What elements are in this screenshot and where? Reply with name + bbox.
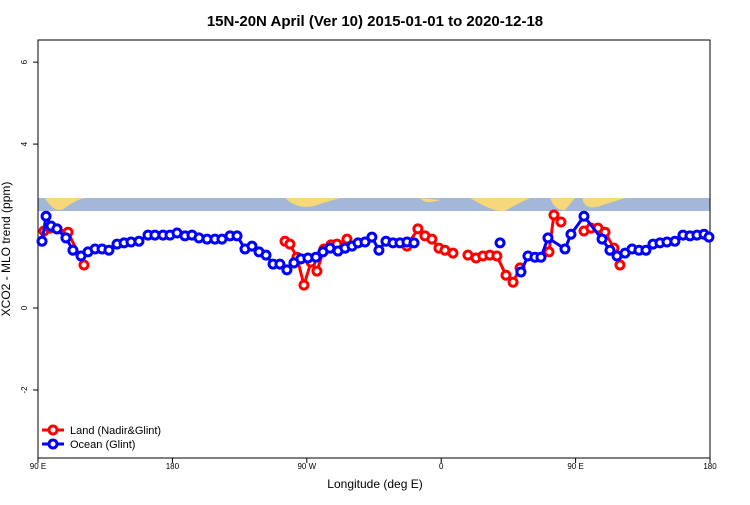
point <box>703 231 715 243</box>
chart-title: 15N-20N April (Ver 10) 2015-01-01 to 202… <box>207 13 543 30</box>
point <box>311 265 323 277</box>
map-land <box>45 198 625 211</box>
point <box>133 235 145 247</box>
point <box>366 231 378 243</box>
point <box>412 223 424 235</box>
y-tick-label: 4 <box>20 141 29 146</box>
point <box>578 210 590 222</box>
point <box>310 251 322 263</box>
x-tick-label: 180 <box>703 462 717 471</box>
point <box>565 228 577 240</box>
x-tick-label: 90 E <box>567 462 583 471</box>
point <box>669 235 681 247</box>
x-tick-label: 90 W <box>297 462 316 471</box>
point <box>281 264 293 276</box>
legend-label: Ocean (Glint) <box>70 439 135 451</box>
point <box>36 235 48 247</box>
point <box>260 249 272 261</box>
point <box>40 210 52 222</box>
point <box>447 247 459 259</box>
x-axis-label: Longitude (deg E) <box>327 477 422 491</box>
x-tick-label: 180 <box>166 462 180 471</box>
point <box>246 240 258 252</box>
point <box>596 233 608 245</box>
y-tick-label: 0 <box>20 305 29 310</box>
point <box>60 232 72 244</box>
point <box>500 269 512 281</box>
legend-label: Land (Nadir&Glint) <box>70 425 161 437</box>
legend-marker <box>47 424 59 436</box>
point <box>408 237 420 249</box>
point <box>284 238 296 250</box>
point <box>604 244 616 256</box>
point <box>274 258 286 270</box>
point <box>359 236 371 248</box>
x-tick-label: 90 E <box>30 462 46 471</box>
point <box>231 230 243 242</box>
point <box>373 244 385 256</box>
point <box>555 216 567 228</box>
point <box>78 259 90 271</box>
point <box>559 243 571 255</box>
plot-frame <box>37 39 711 459</box>
point <box>535 251 547 263</box>
point <box>548 209 560 221</box>
point <box>67 244 79 256</box>
point <box>426 233 438 245</box>
point <box>542 232 554 244</box>
point <box>614 259 626 271</box>
x-tick-label: 0 <box>439 462 444 471</box>
point <box>515 266 527 278</box>
point <box>640 244 652 256</box>
point <box>298 279 310 291</box>
point <box>543 246 555 258</box>
y-axis-label: XCO2 - MLO trend (ppm) <box>0 182 13 317</box>
legend-marker <box>47 438 59 450</box>
point <box>494 237 506 249</box>
y-tick-label: -2 <box>20 386 29 394</box>
y-tick-label: 6 <box>20 59 29 64</box>
point <box>507 276 519 288</box>
map-band <box>38 198 710 211</box>
point <box>103 244 115 256</box>
point <box>491 250 503 262</box>
point <box>51 223 63 235</box>
